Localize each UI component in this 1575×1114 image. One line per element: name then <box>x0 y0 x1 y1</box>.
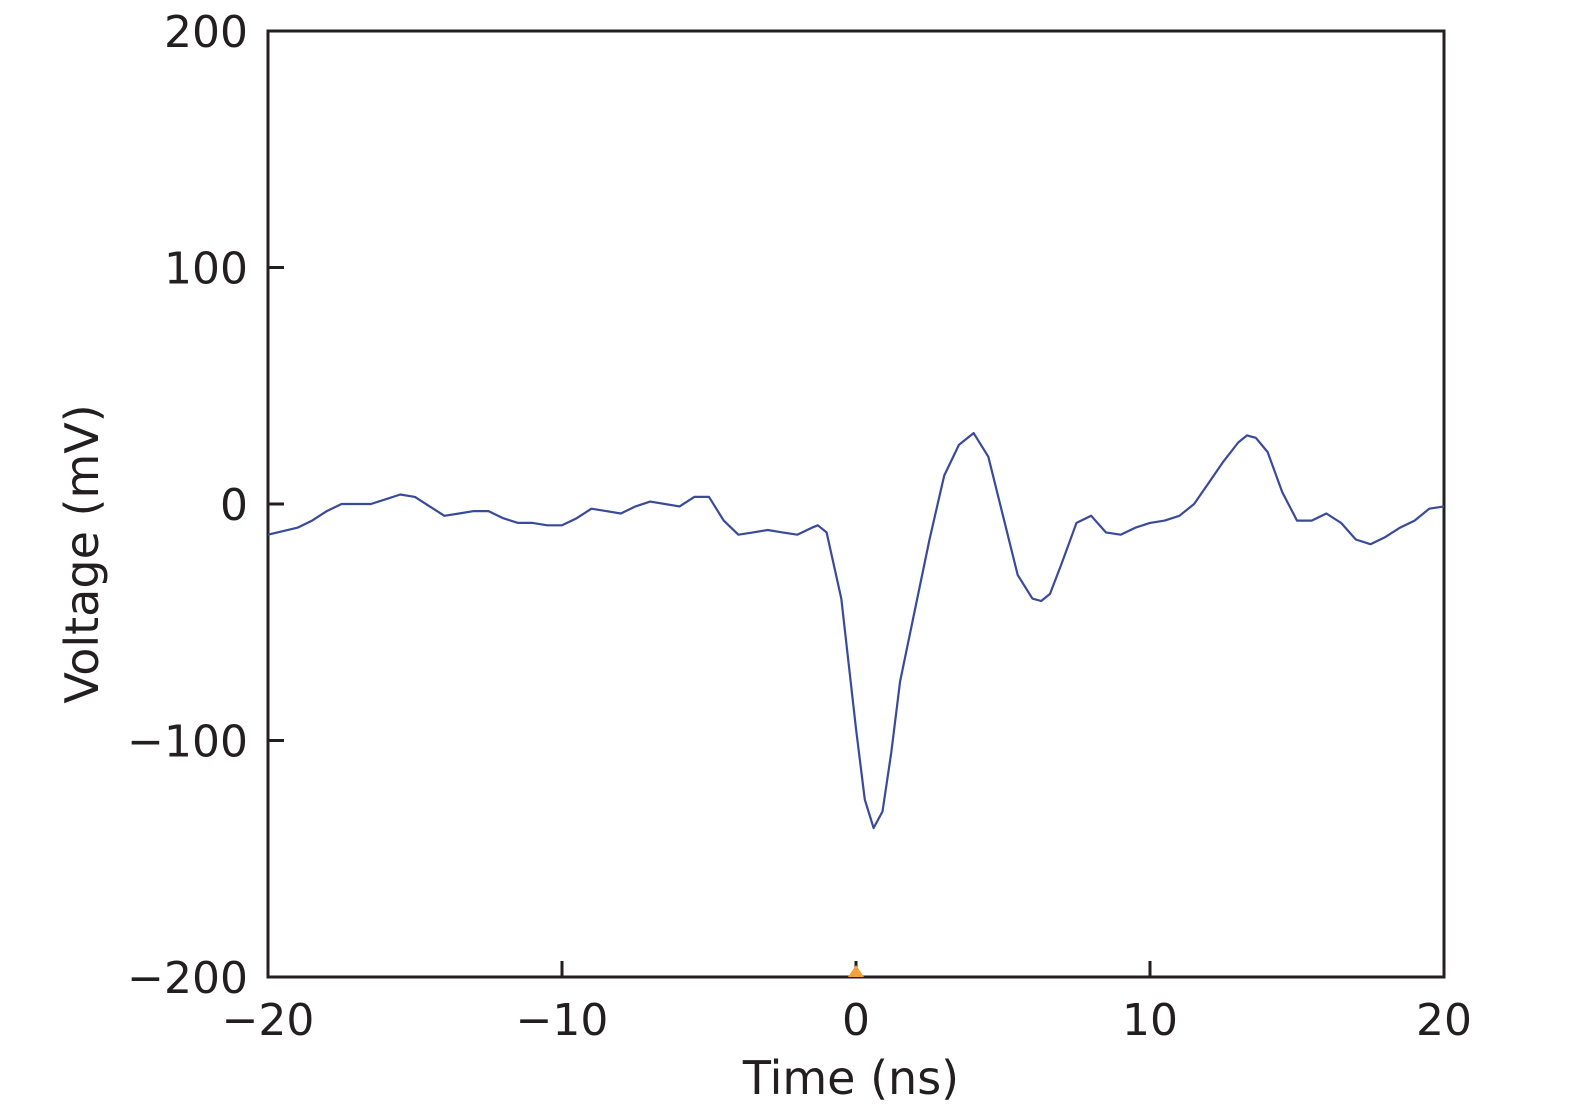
voltage-series-line <box>267 432 1445 830</box>
y-axis-title: Voltage (mV) <box>55 404 109 703</box>
axis-ticks <box>268 266 1152 977</box>
trigger-marker <box>848 965 864 977</box>
y-tick-label: −200 <box>127 953 248 1004</box>
x-tick-label: 10 <box>1122 995 1178 1046</box>
x-axis-title: Time (ns) <box>742 1051 959 1105</box>
y-tick-label: −100 <box>127 717 248 768</box>
x-tick-label: 0 <box>842 995 870 1046</box>
series-layer <box>267 432 1445 830</box>
y-tick-label: 0 <box>220 480 248 531</box>
x-tick-label: 20 <box>1416 995 1472 1046</box>
plot-frame <box>266 29 1446 979</box>
y-tick-label: 200 <box>164 7 248 58</box>
annotation-layer <box>848 965 864 977</box>
plot-area <box>266 29 1446 979</box>
y-tick-label: 100 <box>164 244 248 295</box>
x-tick-label: −10 <box>516 995 609 1046</box>
x-tick-label: −20 <box>222 995 315 1046</box>
